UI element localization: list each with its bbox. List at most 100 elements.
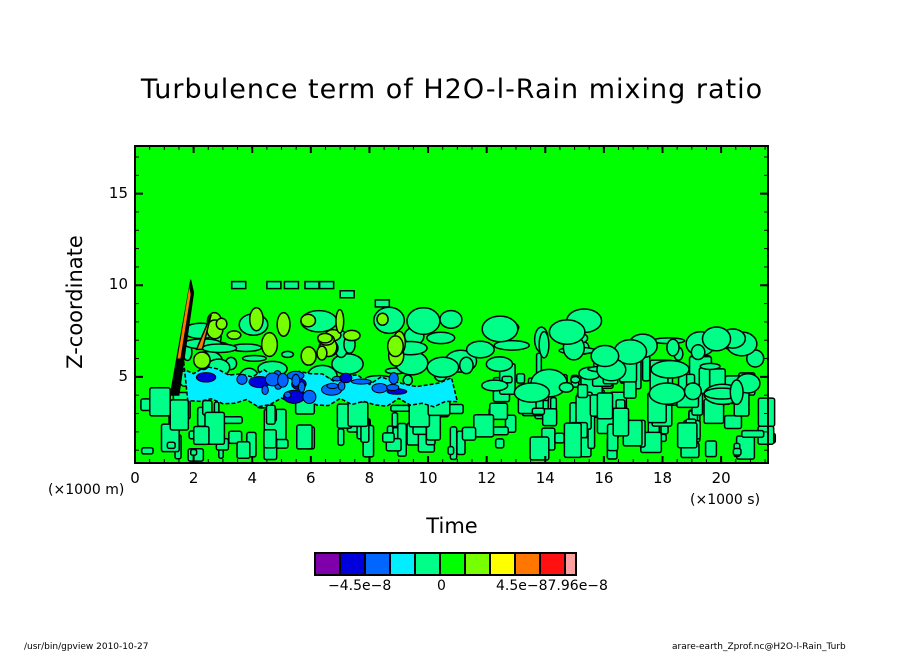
colorbar-swatch	[566, 554, 575, 574]
colorbar-label-zero: 0	[437, 578, 446, 594]
contour-blob	[757, 397, 776, 428]
positive-patch	[248, 307, 264, 332]
footer-right: arare-earth_Zprof.nc@H2O-l-Rain_Turb	[672, 642, 846, 652]
positive-patch	[276, 311, 291, 338]
positive-patch	[215, 317, 228, 331]
contour-blob	[192, 425, 210, 446]
x-tick-label: 14	[535, 469, 555, 487]
colorbar-swatch	[491, 554, 516, 574]
contour-blob	[554, 432, 565, 444]
contour-blob	[241, 354, 267, 363]
contour-blob	[263, 428, 277, 449]
positive-patch	[226, 330, 242, 340]
x-tick-label: 0	[130, 469, 140, 487]
positive-patch	[260, 331, 279, 358]
contour-blob	[558, 381, 574, 393]
x-tick-label: 16	[594, 469, 614, 487]
x-axis-unit: (×1000 s)	[690, 492, 761, 508]
chart-title: Turbulence term of H2O-l-Rain mixing rat…	[140, 74, 764, 105]
contour-blob	[612, 407, 630, 437]
contour-blob	[140, 447, 154, 455]
footer-left: /usr/bin/gpview 2010-10-27	[24, 642, 149, 652]
colorbar-swatch	[416, 554, 441, 574]
positive-patch	[317, 332, 333, 344]
contour-blob	[741, 429, 765, 438]
contour-blob	[577, 383, 589, 399]
contour-blob	[541, 408, 558, 427]
x-tick-label: 18	[652, 469, 673, 487]
contour-blob	[732, 447, 742, 456]
contour-blob	[265, 404, 276, 425]
contour-blob	[189, 448, 198, 456]
y-axis-unit: (×1000 m)	[48, 482, 125, 498]
x-tick-label: 10	[418, 469, 438, 487]
contour-blob	[169, 399, 190, 431]
y-tick-label: 15	[108, 183, 128, 202]
contour-blob	[699, 362, 721, 371]
contour-blob	[570, 375, 581, 384]
positive-patch	[192, 351, 211, 370]
contour-blob	[494, 438, 505, 449]
contour-blob	[493, 339, 530, 351]
positive-patch	[300, 313, 317, 328]
negative-core	[337, 381, 346, 391]
negative-core	[283, 391, 292, 399]
colorbar-swatch	[391, 554, 416, 574]
contour-blob	[140, 398, 152, 412]
contour-blob	[729, 379, 744, 406]
contour-blob	[406, 307, 441, 336]
x-tick-label: 20	[711, 469, 731, 487]
contour-blob	[701, 326, 732, 352]
contour-blob	[465, 340, 495, 359]
negative-core	[297, 381, 306, 393]
contour-blob	[283, 280, 300, 290]
contour-blob	[548, 319, 586, 345]
contour-blob	[538, 330, 550, 359]
contour-blob	[650, 359, 690, 379]
colorbar-label-max: 4.5e−87.96e−8	[496, 578, 608, 594]
colorbar-swatch	[341, 554, 366, 574]
contour-blob	[266, 280, 282, 290]
colorbar-swatch	[541, 554, 566, 574]
contour-blob	[683, 382, 702, 401]
contour-blob	[230, 280, 247, 290]
positive-patch	[386, 335, 404, 358]
contour-blob	[381, 432, 395, 443]
y-tick-label: 5	[118, 366, 128, 385]
plot-frame	[134, 145, 769, 464]
contour-blob	[236, 440, 251, 459]
negative-core	[326, 382, 339, 390]
contour-blob	[704, 440, 718, 458]
contour-blob	[426, 331, 456, 345]
contour-blob	[513, 382, 551, 403]
y-axis-label: Z-coordinate	[63, 235, 87, 369]
colorbar-swatch	[466, 554, 491, 574]
contour-blob	[531, 407, 546, 416]
contour-blob	[590, 344, 620, 368]
negative-core	[195, 372, 217, 383]
contour-blob	[318, 280, 335, 290]
colorbar-swatch	[316, 554, 341, 574]
x-tick-label: 4	[247, 469, 257, 487]
contour-blob	[481, 315, 519, 343]
positive-patch	[376, 312, 389, 326]
negative-core	[291, 373, 301, 388]
spike-core	[177, 287, 191, 359]
contour-blob	[339, 290, 355, 299]
contour-blob	[439, 309, 463, 329]
positive-patch	[335, 308, 345, 334]
contour-blob	[488, 402, 509, 421]
contour-blob	[426, 356, 460, 379]
x-tick-label: 8	[364, 469, 375, 487]
negative-core	[261, 385, 269, 396]
negative-core	[277, 372, 289, 388]
contour-blob	[529, 436, 550, 461]
contour-blob	[447, 445, 455, 456]
negative-core	[236, 373, 248, 385]
spike-core	[195, 314, 212, 351]
contour-blob	[458, 356, 474, 375]
contour-blob	[676, 422, 698, 449]
contour-blob	[304, 280, 320, 290]
positive-patch	[300, 346, 317, 366]
contour-blob	[516, 373, 526, 384]
